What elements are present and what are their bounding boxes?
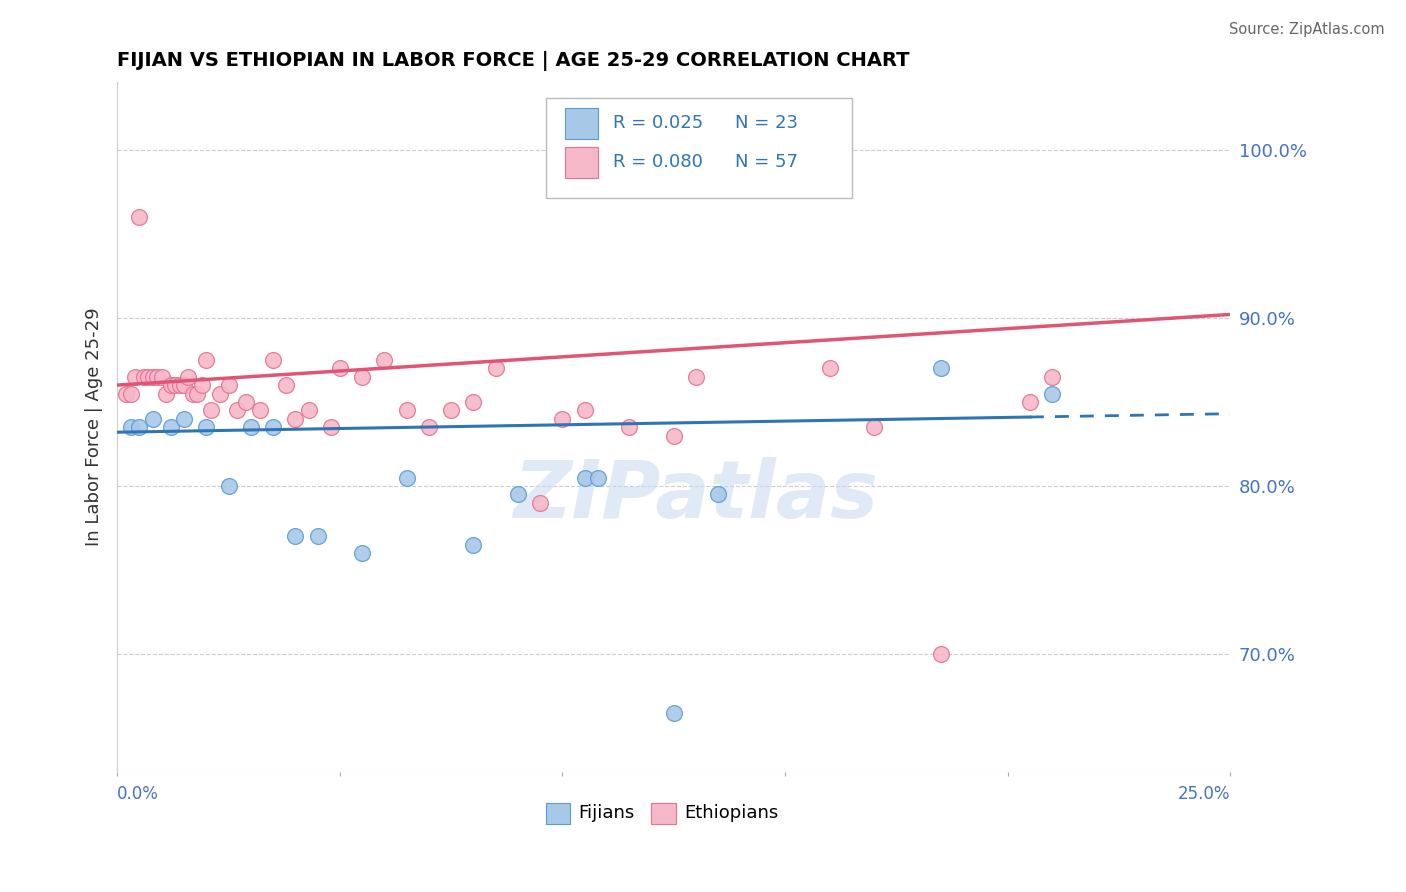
- Point: [218, 378, 240, 392]
- Point: [195, 352, 218, 367]
- Bar: [546, 803, 571, 823]
- Bar: [565, 108, 598, 139]
- Point: [218, 479, 240, 493]
- Text: Source: ZipAtlas.com: Source: ZipAtlas.com: [1229, 22, 1385, 37]
- Point: [200, 403, 222, 417]
- Point: [186, 386, 208, 401]
- Point: [128, 210, 150, 224]
- Point: [619, 420, 641, 434]
- Point: [506, 487, 529, 501]
- Point: [239, 420, 262, 434]
- Point: [529, 496, 551, 510]
- Point: [685, 369, 707, 384]
- Point: [124, 369, 146, 384]
- Point: [307, 529, 329, 543]
- Point: [155, 386, 177, 401]
- Text: 25.0%: 25.0%: [1178, 786, 1230, 804]
- Point: [298, 403, 321, 417]
- Point: [1019, 395, 1042, 409]
- Point: [165, 378, 187, 392]
- Point: [132, 369, 155, 384]
- Point: [818, 361, 841, 376]
- Point: [863, 420, 886, 434]
- Point: [249, 403, 271, 417]
- Point: [329, 361, 352, 376]
- Point: [395, 403, 418, 417]
- Point: [1040, 386, 1063, 401]
- Y-axis label: In Labor Force | Age 25-29: In Labor Force | Age 25-29: [86, 308, 103, 547]
- Point: [173, 378, 195, 392]
- Point: [128, 420, 150, 434]
- Point: [235, 395, 257, 409]
- Point: [120, 420, 142, 434]
- Text: ZIPatlas: ZIPatlas: [513, 457, 879, 535]
- Point: [120, 386, 142, 401]
- Point: [662, 706, 685, 720]
- Text: 0.0%: 0.0%: [117, 786, 159, 804]
- Point: [418, 420, 440, 434]
- Text: N = 23: N = 23: [735, 114, 799, 132]
- Point: [276, 378, 298, 392]
- Point: [142, 411, 165, 425]
- Point: [1040, 369, 1063, 384]
- Point: [707, 487, 730, 501]
- Point: [395, 470, 418, 484]
- Point: [284, 529, 307, 543]
- Point: [485, 361, 508, 376]
- Text: Ethiopians: Ethiopians: [683, 805, 778, 822]
- Point: [551, 411, 574, 425]
- Point: [440, 403, 463, 417]
- Point: [586, 470, 609, 484]
- Text: FIJIAN VS ETHIOPIAN IN LABOR FORCE | AGE 25-29 CORRELATION CHART: FIJIAN VS ETHIOPIAN IN LABOR FORCE | AGE…: [117, 51, 910, 70]
- Point: [115, 386, 138, 401]
- Point: [574, 470, 596, 484]
- Point: [929, 361, 952, 376]
- Point: [191, 378, 214, 392]
- Point: [150, 369, 173, 384]
- Point: [352, 546, 374, 560]
- Point: [284, 411, 307, 425]
- Point: [319, 420, 342, 434]
- Point: [262, 420, 284, 434]
- Point: [262, 352, 284, 367]
- Point: [138, 369, 160, 384]
- Point: [169, 378, 191, 392]
- Text: N = 57: N = 57: [735, 153, 799, 171]
- Point: [226, 403, 249, 417]
- Point: [463, 538, 485, 552]
- Bar: [565, 147, 598, 178]
- Point: [181, 386, 204, 401]
- Point: [208, 386, 231, 401]
- Point: [352, 369, 374, 384]
- Point: [159, 378, 181, 392]
- Point: [146, 369, 169, 384]
- Point: [177, 369, 200, 384]
- Point: [574, 403, 596, 417]
- Point: [142, 369, 165, 384]
- Text: R = 0.080: R = 0.080: [613, 153, 703, 171]
- Point: [929, 647, 952, 661]
- Point: [159, 420, 181, 434]
- Point: [662, 428, 685, 442]
- Text: R = 0.025: R = 0.025: [613, 114, 703, 132]
- Text: Fijians: Fijians: [578, 805, 634, 822]
- Bar: [651, 803, 676, 823]
- Point: [463, 395, 485, 409]
- Point: [195, 420, 218, 434]
- FancyBboxPatch shape: [546, 97, 852, 197]
- Point: [373, 352, 395, 367]
- Point: [173, 411, 195, 425]
